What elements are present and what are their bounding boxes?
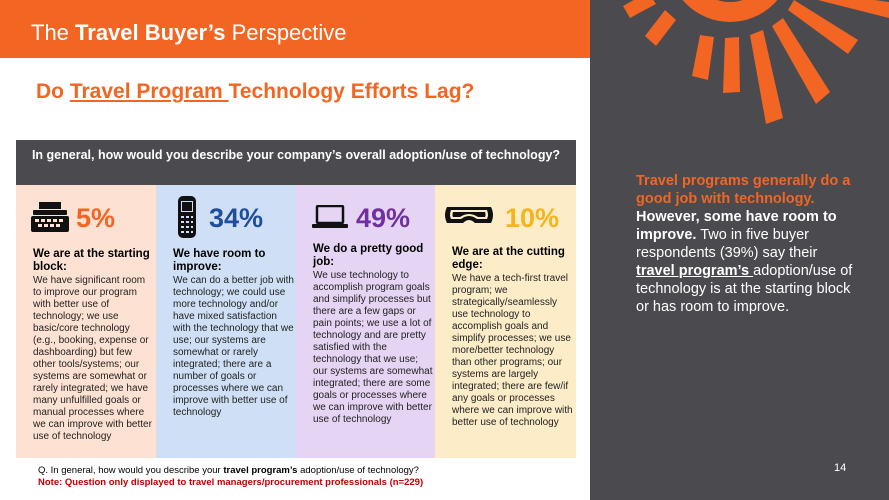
page-number: 14	[834, 462, 847, 474]
slide-title: The Travel Buyer’s Perspective	[31, 20, 347, 45]
mobile-phone-icon	[178, 196, 196, 238]
question-footnote: Q. In general, how would you describe yo…	[38, 465, 419, 476]
response-title: We are at the starting block:	[33, 248, 150, 273]
right-panel	[590, 0, 889, 500]
laptop-icon	[312, 205, 348, 228]
percent-value: 10%	[505, 203, 560, 233]
response-description: We have significant room to improve our …	[33, 275, 152, 442]
question-heading: Do Travel Program Technology Efforts Lag…	[36, 80, 475, 103]
response-column-pretty-good-job: 49% We do a pretty good job: We use tech…	[296, 185, 435, 458]
response-description: We use technology to accomplish program …	[313, 270, 433, 425]
sunburst-logo-icon	[623, 0, 889, 124]
response-description: We have a tech-first travel program; we …	[452, 273, 573, 428]
response-column-starting-block: 5% We are at the starting block: We have…	[16, 185, 156, 458]
response-title: We have room to improve:	[173, 248, 266, 273]
response-description: We can do a better job with technology; …	[173, 275, 294, 418]
percent-value: 49%	[356, 203, 411, 233]
survey-question-bar: In general, how would you describe your …	[16, 140, 576, 185]
sample-note: Note: Question only displayed to travel …	[38, 477, 424, 488]
response-column-cutting-edge: 10% We are at the cutting edge: We have …	[435, 185, 576, 458]
vr-headset-icon	[445, 207, 493, 223]
header-bar	[0, 0, 590, 58]
response-column-room-to-improve: 34% We have room to improve: We can do a…	[156, 185, 296, 458]
response-title: We are at the cutting edge:	[452, 246, 565, 271]
side-summary-text: Travel programs generally do a good job …	[636, 173, 853, 315]
percent-value: 34%	[209, 203, 264, 233]
typewriter-icon	[31, 202, 69, 232]
response-title: We do a pretty good job:	[313, 243, 424, 268]
percent-value: 5%	[76, 203, 116, 233]
